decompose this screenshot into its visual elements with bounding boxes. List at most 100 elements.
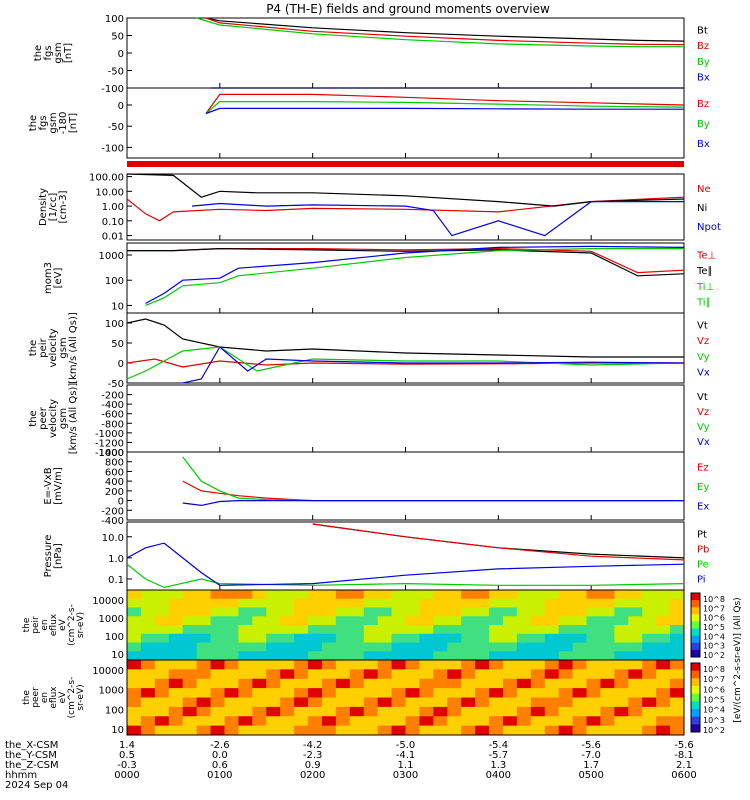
spectrogram-cell-peer_en	[419, 688, 434, 698]
spectrogram-cell-peer_en	[614, 669, 629, 680]
spectrogram-cell-peir_en	[140, 633, 156, 643]
spectrogram-cell-peir_en	[377, 590, 393, 600]
y-tick-label: 400	[105, 477, 124, 488]
spectrogram-cell-peir_en	[628, 625, 643, 635]
spectrogram-cell-peer_en	[210, 697, 225, 708]
spectrogram-cell-peer_en	[530, 669, 546, 680]
colorbar-band	[691, 709, 700, 718]
spectrogram-cell-peir_en	[196, 590, 212, 600]
spectrogram-cell-peer_en	[475, 697, 490, 708]
y-tick-label: 1.00	[102, 202, 124, 213]
spectrogram-cell-peir_en	[475, 598, 490, 608]
spectrogram-cell-peir_en	[572, 625, 588, 635]
spectrogram-cell-peer_en	[377, 678, 393, 689]
spectrogram-cell-peer_en	[196, 725, 212, 736]
y-tick-label: 50	[111, 32, 124, 43]
spectrogram-cell-peir_en	[182, 625, 198, 635]
y-axis-label: [mV/m]	[53, 467, 64, 505]
spectrogram-cell-peer_en	[280, 706, 295, 717]
series-line-fgs_gsm-Bt	[205, 17, 685, 42]
series-line-temperature-Ti∥	[145, 245, 685, 304]
legend-entry: Bx	[697, 72, 710, 83]
spectrogram-cell-peer_en	[238, 678, 253, 689]
legend-entry: Vz	[697, 407, 709, 418]
spectrogram-cell-peer_en	[642, 669, 657, 680]
spectrogram-cell-peir_en	[586, 633, 601, 643]
spectrogram-cell-peer_en	[475, 716, 490, 727]
spectrogram-cell-peer_en	[572, 669, 588, 680]
spectrogram-cell-peir_en	[252, 633, 267, 643]
ephemeris-value: -2.6	[210, 740, 230, 751]
spectrogram-cell-peer_en	[558, 706, 574, 717]
spectrogram-cell-peir_en	[210, 590, 225, 600]
ephemeris-row-label: the_X-CSM	[5, 740, 58, 751]
spectrogram-cell-peir_en	[489, 642, 504, 652]
spectrogram-cell-peir_en	[558, 598, 574, 608]
spectrogram-cell-peir_en	[182, 616, 198, 626]
spectrogram-cell-peir_en	[182, 633, 198, 643]
ephemeris-value: 0000	[114, 770, 139, 781]
spectrogram-cell-peir_en	[294, 598, 309, 608]
spectrogram-cell-peer_en	[530, 678, 546, 689]
spectrogram-cell-peer_en	[391, 688, 406, 698]
spectrogram-cell-peer_en	[391, 678, 406, 689]
y-tick-label: -400	[101, 516, 124, 527]
spectrogram-cell-peir_en	[349, 642, 365, 652]
spectrogram-y-tick: 100	[105, 705, 124, 716]
spectrogram-cell-peer_en	[363, 660, 379, 670]
spectrogram-cell-peer_en	[252, 660, 267, 670]
spectrogram-cell-peir_en	[600, 625, 615, 635]
legend-entry: Vt	[697, 321, 708, 332]
spectrogram-cell-peer_en	[280, 678, 295, 689]
spectrogram-cell-peer_en	[558, 669, 574, 680]
spectrogram-cell-peer_en	[140, 725, 156, 736]
spectrogram-cell-peir_en	[656, 633, 671, 643]
spectrogram-cell-peir_en	[600, 607, 615, 617]
ephemeris-row-label: the_Y-CSM	[5, 750, 57, 761]
spectrogram-cell-peir_en	[294, 651, 309, 661]
spectrogram-cell-peir_en	[447, 598, 462, 608]
spectrogram-cell-peir_en	[168, 642, 184, 652]
spectrogram-cell-peer_en	[363, 669, 379, 680]
spectrogram-cell-peir_en	[572, 616, 588, 626]
spectrogram-y-label: eflux	[49, 613, 59, 636]
spectrogram-cell-peer_en	[628, 706, 643, 717]
spectrogram-cell-peer_en	[558, 697, 574, 708]
spectrogram-cell-peer_en	[196, 716, 212, 727]
spectrogram-cell-peer_en	[321, 725, 337, 736]
y-axis-label: the	[28, 410, 39, 426]
y-tick-label: -50	[108, 379, 124, 390]
y-tick-label: -50	[108, 122, 124, 133]
spectrogram-cell-peer_en	[642, 688, 657, 698]
spectrogram-cell-peer_en	[252, 716, 267, 727]
y-axis-label: -180	[58, 112, 69, 135]
spectrogram-cell-peir_en	[266, 598, 281, 608]
spectrogram-cell-peer_en	[154, 669, 170, 680]
spectrogram-cell-peer_en	[363, 706, 379, 717]
y-axis-label: [nT]	[68, 113, 79, 133]
y-axis-label: the	[28, 115, 39, 131]
spectrogram-cell-peir_en	[405, 590, 420, 600]
ephemeris-value: -5.6	[581, 740, 601, 751]
legend-entry: Ey	[697, 482, 709, 493]
spectrogram-cell-peer_en	[168, 697, 184, 708]
spectrogram-cell-peir_en	[475, 625, 490, 635]
y-tick-label: -200	[101, 506, 124, 517]
spectrogram-cell-peir_en	[210, 616, 225, 626]
spectrogram-cell-peir_en	[391, 651, 406, 661]
spectrogram-cell-peer_en	[140, 716, 156, 727]
spectrogram-cell-peer_en	[558, 716, 574, 727]
spectrogram-cell-peir_en	[308, 607, 323, 617]
y-tick-label: -50	[108, 67, 124, 78]
spectrogram-cell-peir_en	[405, 633, 420, 643]
colorbar-band	[691, 716, 700, 725]
spectrogram-cell-peir_en	[294, 616, 309, 626]
colorbar-tick: 10^6	[703, 685, 725, 694]
spectrogram-cell-peer_en	[294, 669, 309, 680]
spectrogram-cell-peer_en	[489, 706, 504, 717]
spectrogram-cell-peer_en	[224, 706, 239, 717]
spectrogram-cell-peer_en	[280, 660, 295, 670]
spectrogram-cell-peer_en	[349, 706, 365, 717]
spectrogram-cell-peir_en	[433, 642, 448, 652]
